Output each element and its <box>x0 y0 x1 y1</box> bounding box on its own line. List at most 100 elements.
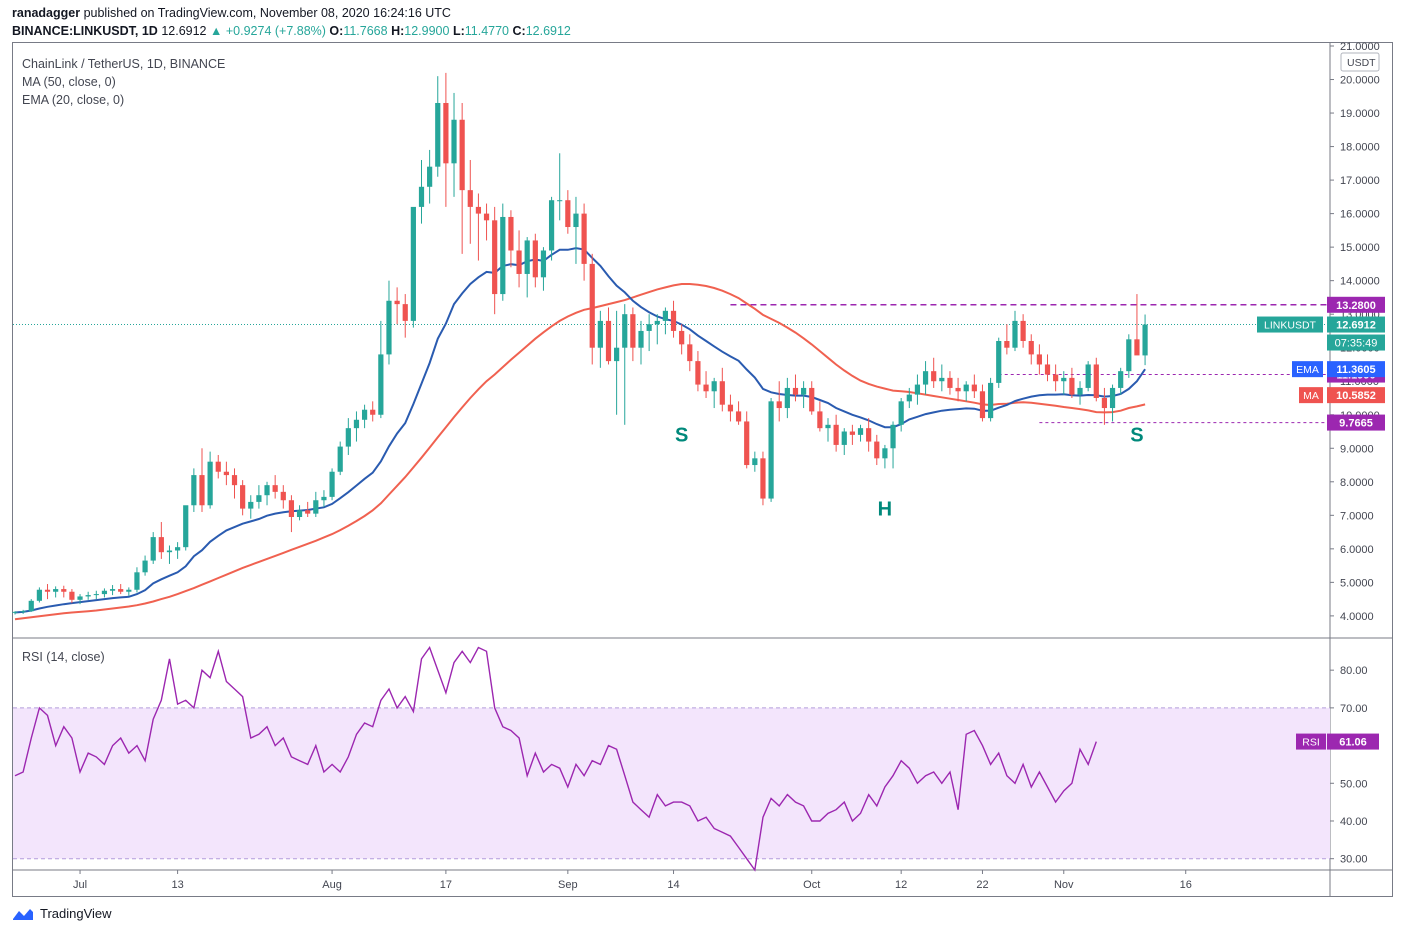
rsi-legend[interactable]: RSI (14, close) <box>22 650 105 664</box>
rsi-tick-label: 30.00 <box>1340 854 1368 866</box>
close-value: 12.6912 <box>525 24 571 38</box>
publish-line: ranadagger published on TradingView.com,… <box>12 6 451 20</box>
countdown-tag <box>1327 334 1385 351</box>
candle-body <box>1020 320 1026 341</box>
candle-body <box>882 448 888 459</box>
pattern-label: S <box>675 425 688 447</box>
low-label: L: <box>452 24 465 38</box>
candle-body <box>988 382 994 419</box>
author-name[interactable]: ranadagger <box>12 6 81 20</box>
candle-body <box>646 324 652 331</box>
candle-body <box>492 220 498 295</box>
rsi-band <box>13 707 1330 859</box>
series-name-tag <box>1257 316 1323 333</box>
candle-body <box>760 458 766 499</box>
series-price-text: 10.5852 <box>1336 390 1376 402</box>
candle-body <box>711 381 717 392</box>
ma-legend[interactable]: MA (50, close, 0) <box>22 75 116 89</box>
rsi-tick-label: 40.00 <box>1340 816 1368 828</box>
ema-legend[interactable]: EMA (20, close, 0) <box>22 93 125 107</box>
candle-body <box>679 330 685 345</box>
candle-body <box>768 401 774 499</box>
candle-body <box>963 384 969 392</box>
candle-body <box>126 589 132 592</box>
candle-body <box>833 424 839 445</box>
candle-body <box>459 119 465 191</box>
candle-body <box>996 341 1002 383</box>
candle-body <box>744 421 750 466</box>
y-tick-label: 20.0000 <box>1340 75 1380 87</box>
candle-body <box>1093 364 1099 398</box>
candle-body <box>776 401 782 409</box>
candle-body <box>1053 374 1059 382</box>
candle-body <box>118 589 124 592</box>
candle-body <box>313 500 319 514</box>
candle-body <box>402 304 408 321</box>
rsi-value-text: 61.06 <box>1339 737 1367 749</box>
candle-body <box>532 240 538 278</box>
candle-body <box>670 310 677 331</box>
y-tick-label: 19.0000 <box>1340 108 1380 120</box>
x-tick-label: 13 <box>171 879 183 891</box>
candle-body <box>288 500 295 517</box>
candle-body <box>809 387 815 412</box>
ema-line <box>14 247 1146 614</box>
candle-body <box>28 600 34 612</box>
series-price-tag <box>1327 316 1385 333</box>
candle-body <box>524 240 530 274</box>
rsi-tick-label: 70.00 <box>1340 703 1368 715</box>
candle-body <box>947 377 953 388</box>
candle-body <box>719 381 725 405</box>
candle-body <box>53 589 59 592</box>
rsi-name-text: RSI <box>1302 737 1320 749</box>
last-price: 12.6912 <box>161 24 207 38</box>
candle-body <box>687 344 693 362</box>
y-tick-label: 9.0000 <box>1340 443 1374 455</box>
candle-body <box>443 102 449 164</box>
candle-body <box>931 371 937 382</box>
candle-body <box>264 485 270 496</box>
candle-body <box>662 310 668 321</box>
series-name-text: LINKUSDT <box>1264 320 1317 332</box>
candle-body <box>1044 364 1051 375</box>
candle-body <box>93 594 99 596</box>
candle-body <box>109 589 116 591</box>
candle-body <box>849 431 855 435</box>
candle-body <box>199 475 205 506</box>
high-value: 12.9900 <box>404 24 450 38</box>
candle-body <box>435 102 441 167</box>
candle-body <box>345 428 351 447</box>
candle-body <box>207 461 213 506</box>
candle-body <box>1109 387 1116 409</box>
candle-body <box>654 320 660 325</box>
brand-name[interactable]: TradingView <box>40 906 112 921</box>
candle-body <box>727 404 734 412</box>
candle-body <box>272 485 278 492</box>
series-price-tag <box>1327 387 1385 404</box>
level-price-tag <box>1327 296 1385 313</box>
candle-body <box>36 589 42 601</box>
candle-body <box>955 387 961 392</box>
candle-body <box>467 190 473 207</box>
candle-body <box>101 590 108 595</box>
y-tick-label: 18.0000 <box>1340 142 1380 154</box>
candle-body <box>410 206 416 321</box>
unit-badge <box>1340 52 1380 72</box>
candle-body <box>378 354 384 415</box>
candle-body <box>321 496 327 501</box>
candle-body <box>874 441 880 459</box>
candle-body <box>841 431 847 445</box>
candle-body <box>166 550 173 553</box>
symbol-line: BINANCE:LINKUSDT, 1D <box>12 24 158 38</box>
up-triangle-icon: ▲ <box>210 24 223 38</box>
ohlc-line: BINANCE:LINKUSDT, 1D 12.6912 ▲ +0.9274 (… <box>12 24 571 38</box>
candle-body <box>752 458 758 466</box>
candle-body <box>191 475 197 506</box>
candle-body <box>581 213 587 264</box>
candle-body <box>1069 377 1075 395</box>
footer: TradingView <box>12 906 112 921</box>
x-tick-label: 16 <box>1180 879 1192 891</box>
candle-body <box>971 384 977 392</box>
unit-label: USDT <box>1347 57 1376 69</box>
